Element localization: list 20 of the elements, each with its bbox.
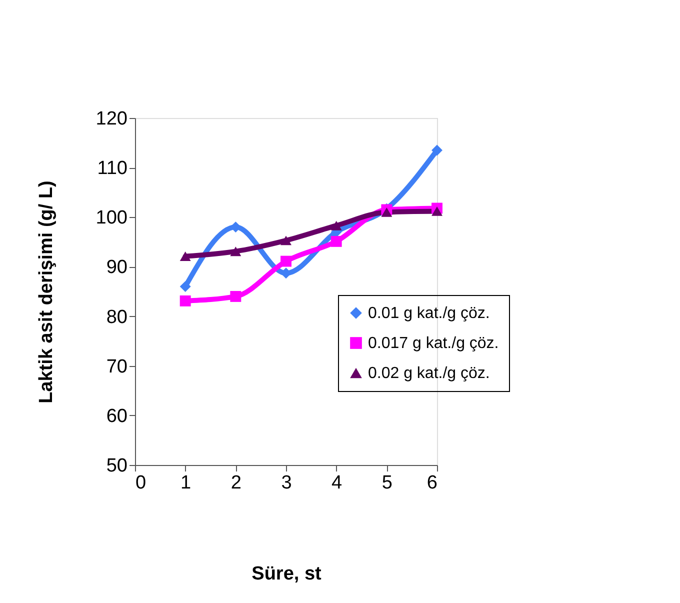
y-tick-label: 120: [96, 108, 128, 130]
y-tick-label: 80: [106, 306, 128, 328]
y-tick-label: 60: [106, 406, 128, 427]
y-tick-label: 90: [106, 257, 128, 278]
legend-label: 0.02 g kat./g çöz.: [368, 365, 490, 382]
x-tick-label: 4: [332, 472, 343, 494]
x-tick-label: 0: [136, 472, 146, 494]
legend-label: 0.017 g kat./g çöz.: [368, 335, 499, 352]
y-tick-label: 70: [106, 356, 128, 378]
x-tick-label: 1: [180, 472, 192, 494]
x-tick-label: 5: [382, 472, 392, 494]
y-axis-title: Laktik asit derişimi (g/ L): [36, 180, 57, 404]
x-tick-label: 6: [426, 472, 438, 494]
y-tick-label: 110: [97, 158, 128, 180]
x-tick-label: 3: [281, 472, 292, 494]
legend-label: 0.01 g kat./g çöz.: [368, 305, 490, 322]
y-tick-label: 100: [96, 208, 128, 229]
x-axis-title: Süre, st: [252, 564, 322, 584]
x-tick-label: 2: [230, 472, 242, 494]
y-tick-label: 50: [106, 456, 128, 476]
